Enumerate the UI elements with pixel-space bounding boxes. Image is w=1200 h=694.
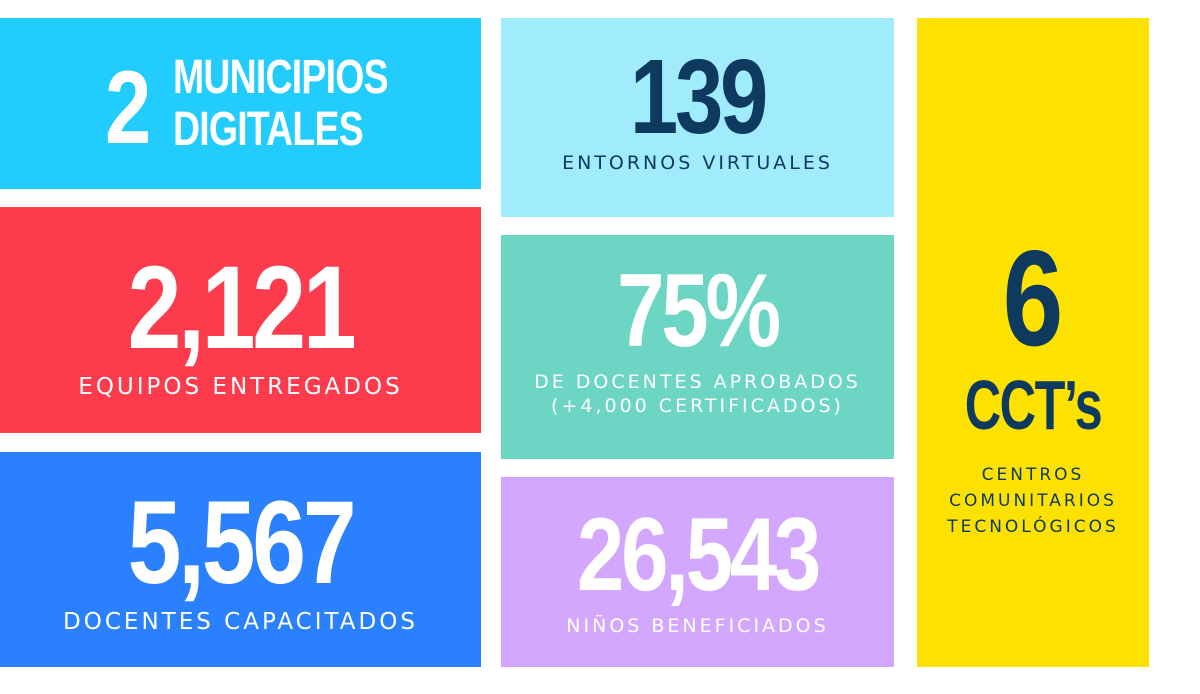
tile-docentes-aprobados: 75% DE DOCENTES APROBADOS (+4,000 CERTIF… [501, 235, 894, 459]
tile-municipios-digitales: 2 MUNICIPIOS DIGITALES [0, 18, 481, 189]
cct-subtitle: CCT’s [964, 366, 1103, 444]
tile-entornos-virtuales: 139 ENTORNOS VIRTUALES [501, 18, 894, 217]
entornos-caption: ENTORNOS VIRTUALES [562, 152, 833, 174]
equipos-caption: EQUIPOS ENTREGADOS [78, 374, 403, 400]
tile-docentes-capacitados: 5,567 DOCENTES CAPACITADOS [0, 452, 481, 667]
tile-equipos-entregados: 2,121 EQUIPOS ENTREGADOS [0, 207, 481, 433]
cct-number: 6 [1002, 222, 1064, 374]
tile-centros-comunitarios: 6 CCT’s CENTROS COMUNITARIOS TECNOLÓGICO… [917, 18, 1149, 667]
municipios-label: MUNICIPIOS DIGITALES [173, 51, 389, 156]
municipios-number: 2 [105, 50, 152, 166]
porcentaje-caption-line1: DE DOCENTES APROBADOS [534, 371, 861, 393]
porcentaje-number: 75% [617, 253, 781, 369]
docentes-number: 5,567 [127, 477, 357, 609]
cct-caption-line2: COMUNITARIOS [949, 491, 1117, 511]
municipios-label-line1: MUNICIPIOS [173, 51, 389, 104]
entornos-number: 139 [629, 38, 768, 156]
cct-caption-line1: CENTROS [981, 465, 1085, 485]
cct-caption: CENTROS COMUNITARIOS TECNOLÓGICOS [917, 462, 1149, 540]
equipos-number: 2,121 [127, 242, 357, 374]
cct-caption-line3: TECNOLÓGICOS [947, 517, 1119, 537]
municipios-label-line2: DIGITALES [173, 103, 364, 156]
tile-ninos-beneficiados: 26,543 NIÑOS BENEFICIADOS [501, 477, 894, 667]
porcentaje-caption: DE DOCENTES APROBADOS (+4,000 CERTIFICAD… [501, 371, 894, 419]
ninos-number: 26,543 [576, 497, 821, 613]
ninos-caption: NIÑOS BENEFICIADOS [566, 615, 829, 637]
docentes-caption: DOCENTES CAPACITADOS [63, 609, 418, 635]
porcentaje-caption-line2: (+4,000 CERTIFICADOS) [551, 394, 844, 417]
